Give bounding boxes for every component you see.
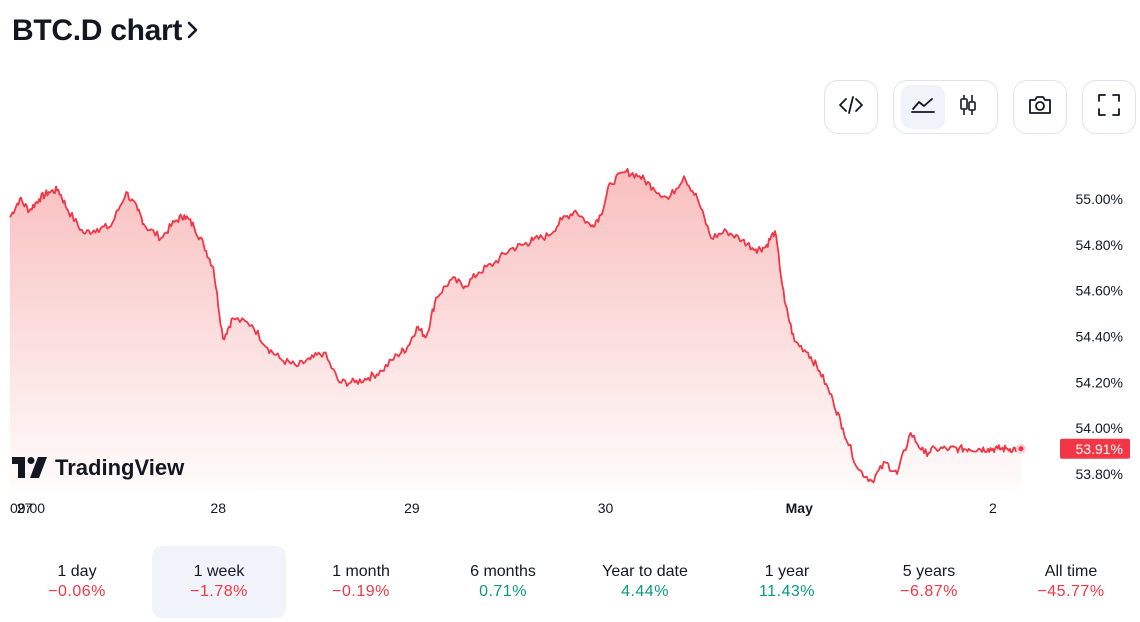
watermark-text: TradingView — [55, 455, 185, 480]
price-chart[interactable]: 55.00% 54.80% 54.60% 54.40% 54.20% 54.00% 53.8… — [0, 140, 1140, 530]
x-tick-label: 28 — [210, 500, 226, 516]
range-tab-year-to-date[interactable]: Year to date 4.44% — [578, 546, 712, 618]
tradingview-logo-icon — [12, 457, 47, 478]
range-change: −0.06% — [48, 583, 106, 600]
current-price-dot — [1018, 446, 1024, 452]
price-area — [10, 168, 1021, 491]
fullscreen-button[interactable] — [1082, 80, 1136, 134]
tradingview-watermark: TradingView — [12, 455, 185, 480]
current-price-label: 53.91% — [1076, 441, 1123, 457]
y-tick-label: 55.00% — [1076, 191, 1123, 207]
y-tick-label: 53.80% — [1076, 466, 1123, 482]
range-tab-1-year[interactable]: 1 year 11.43% — [720, 546, 854, 618]
x-tick-label: 2 — [989, 500, 997, 516]
x-tick-label: 09:00 — [10, 500, 45, 516]
area-chart-icon — [910, 94, 936, 121]
range-label: 6 months — [470, 563, 536, 580]
fullscreen-icon — [1097, 93, 1121, 122]
y-tick-label: 54.80% — [1076, 237, 1123, 253]
chart-style-toggle — [893, 80, 998, 134]
range-tab-all-time[interactable]: All time −45.77% — [1004, 546, 1138, 618]
candlestick-button[interactable] — [946, 85, 990, 129]
range-change: −0.19% — [332, 583, 390, 600]
range-label: 1 year — [764, 563, 810, 580]
embed-button[interactable] — [824, 80, 878, 134]
range-tab-6-months[interactable]: 6 months 0.71% — [436, 546, 570, 618]
y-axis: 55.00% 54.80% 54.60% 54.40% 54.20% 54.00% 53.8… — [1060, 191, 1130, 482]
x-tick-label: May — [786, 500, 813, 516]
code-icon — [838, 94, 864, 121]
range-change: −1.78% — [190, 583, 248, 600]
range-label: 1 month — [332, 563, 390, 580]
y-tick-label: 54.00% — [1076, 420, 1123, 436]
y-tick-label: 54.40% — [1076, 329, 1123, 345]
chart-title-link[interactable]: BTC.D chart — [12, 14, 200, 48]
range-label: All time — [1044, 563, 1098, 580]
range-label: 5 years — [902, 563, 956, 580]
range-label: 1 day — [57, 563, 97, 580]
range-tab-1-day[interactable]: 1 day −0.06% — [10, 546, 144, 618]
price-line — [9, 167, 1022, 484]
range-change: 0.71% — [479, 583, 527, 600]
range-label: Year to date — [602, 563, 688, 580]
snapshot-button[interactable] — [1013, 80, 1067, 134]
range-tab-5-years[interactable]: 5 years −6.87% — [862, 546, 996, 618]
x-tick-label: 27 — [17, 500, 33, 516]
y-tick-label: 54.60% — [1076, 283, 1123, 299]
x-tick-label: 29 — [404, 500, 420, 516]
range-change: 4.44% — [621, 583, 669, 600]
range-change: −45.77% — [1037, 583, 1105, 600]
range-tab-1-month[interactable]: 1 month −0.19% — [294, 546, 428, 618]
range-tab-1-week[interactable]: 1 week −1.78% — [152, 546, 286, 618]
current-price-tag — [1060, 438, 1130, 459]
x-tick-label: 30 — [598, 500, 614, 516]
chevron-right-icon — [186, 20, 200, 45]
range-change: −6.87% — [900, 583, 958, 600]
page-title: BTC.D chart — [12, 14, 183, 47]
range-change: 11.43% — [758, 583, 816, 600]
candlestick-icon — [956, 93, 980, 122]
time-range-tabs: 1 day −0.06% 1 week −1.78% 1 month −0.19% 6 mo… — [0, 546, 1140, 618]
y-tick-label: 54.20% — [1076, 374, 1123, 390]
range-label: 1 week — [193, 563, 245, 580]
camera-icon — [1027, 94, 1053, 121]
area-chart-button[interactable] — [900, 85, 945, 129]
